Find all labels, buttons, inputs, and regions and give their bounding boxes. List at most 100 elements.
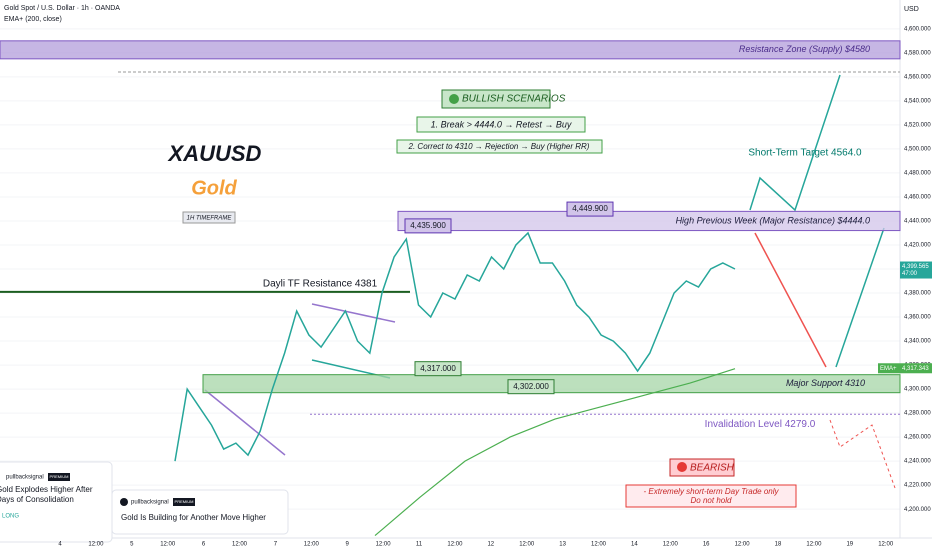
currency: USD [904,6,919,13]
y-tick-label: 4,560.000 [904,74,931,80]
subtitle: Gold [191,177,237,199]
x-tick-label: 12:00 [447,542,463,548]
x-tick-label: 14 [631,542,638,548]
y-tick-label: 4,280.000 [904,411,931,417]
y-tick-label: 4,500.000 [904,146,931,152]
x-tick-label: 18 [775,542,782,548]
x-tick-label: 12:00 [735,542,751,548]
card-headline: Gold Explodes Higher After Days of Conso… [0,485,93,504]
x-tick-label: 12:00 [304,542,320,548]
bullish-box [441,89,551,109]
icon [449,94,459,104]
y-tick-label: 4,260.000 [904,435,931,441]
x-tick-label: 9 [346,542,350,548]
bearish-note: - Extremely short-term Day Trade only [644,487,780,496]
bullish-title: BULLISH SCENARIOS [462,94,566,105]
price-tag-label: 4,449.900 [572,204,608,213]
card-headline: Gold Is Building for Another Move Higher [121,513,266,522]
card-badge: PREMIUM [50,474,69,479]
y-tick-label: 4,360.000 [904,315,931,321]
bearish-box [669,458,735,477]
price-line [174,231,736,462]
y-tick-label: 4,200.000 [904,507,931,513]
last-price: 4,399.565 [902,264,929,270]
x-tick-label: 12:00 [591,542,607,548]
card-headline-box: Gold Explodes Higher After Days of Conso… [0,485,93,504]
x-tick-label: 4 [58,542,62,548]
scenario: 2. Correct to 4310 → Rejection → Buy (Hi… [408,142,590,151]
badge [173,498,195,506]
y-tick-label: 4,340.000 [904,339,931,345]
bearish-box [625,484,797,508]
scenario: 1. Break > 4444.0 → Retest → Buy [431,119,572,129]
x-tick-label: 12:00 [519,542,535,548]
zone [397,210,901,232]
price-tag [507,379,555,395]
zone-label: Resistance Zone (Supply) $4580 [739,44,870,54]
level-label: Short-Term Target 4564.0 [748,148,862,159]
indicator: EMA+ (200, close) [4,16,62,23]
x-tick-label: 13 [559,542,566,548]
bearish-title: BEARISH [690,463,735,474]
x-tick-label: 12:00 [806,542,822,548]
card: pullbacksignal PREMIUM Gold Is Building … [111,489,289,535]
last-price-tag [900,261,932,279]
trendline [311,303,396,323]
x-tick-label: 12:00 [232,542,248,548]
scenario-box [396,139,603,154]
timeframe: 1H TIMEFRAME [187,216,233,222]
level-label: Dayli TF Resistance 4381 [263,278,378,289]
ema-value: 4,317.343 [902,366,929,372]
y-tick-label: 4,480.000 [904,171,931,177]
card-author: pullbacksignal [6,475,44,481]
avatar [120,498,128,506]
last-price-timer: 47:00 [902,271,918,277]
symbol: Gold Spot / U.S. Dollar · 1h · OANDA [4,5,120,12]
x-tick-label: 12 [487,542,494,548]
x-tick-label: 16 [703,542,710,548]
ema-tag [878,363,932,374]
y-tick-label: 4,580.000 [904,50,931,56]
timeframe-box [182,211,236,224]
price-tag-label: 4,302.000 [513,382,549,391]
x-tick-label: 7 [274,542,278,548]
card-box [111,489,289,535]
y-tick-label: 4,240.000 [904,459,931,465]
price-tag [414,361,462,377]
level-label: Invalidation Level 4279.0 [705,419,816,430]
x-tick-label: 6 [202,542,206,548]
title: XAUUSD [167,141,262,166]
y-tick-label: 4,220.000 [904,483,931,489]
y-tick-label: 4,420.000 [904,243,931,249]
card-badge: PREMIUM [175,499,194,504]
price-tag-label: 4,317.000 [420,364,456,373]
x-tick-label: 11 [416,542,423,548]
y-tick-label: 4,440.000 [904,219,931,225]
y-tick-label: 4,460.000 [904,195,931,201]
bearish-note: Do not hold [691,496,732,505]
x-tick-label: 12:00 [663,542,679,548]
y-tick-label: 4,520.000 [904,122,931,128]
price-tag-label: 4,435.900 [410,221,446,230]
trendline [204,389,286,456]
ema-name: EMA+ [880,366,897,372]
zone-label: Major Support 4310 [786,378,865,388]
projection [749,74,841,212]
x-tick-label: 12:00 [376,542,392,548]
y-tick-label: 4,380.000 [904,291,931,297]
scenario-box [416,116,586,133]
x-tick-label: 12:00 [88,542,104,548]
ema-line [374,368,736,537]
card-author: pullbacksignal [131,500,169,506]
y-tick-label: 4,540.000 [904,98,931,104]
zone-label: High Previous Week (Major Resistance) $4… [676,215,870,225]
zone [0,40,901,60]
card: pullbacksignal PREMIUM Gold Explodes Hig… [0,461,113,543]
card-tag: LONG [2,514,19,520]
y-tick-label: 4,600.000 [904,26,931,32]
price-tag [404,218,452,234]
projection [835,227,885,368]
